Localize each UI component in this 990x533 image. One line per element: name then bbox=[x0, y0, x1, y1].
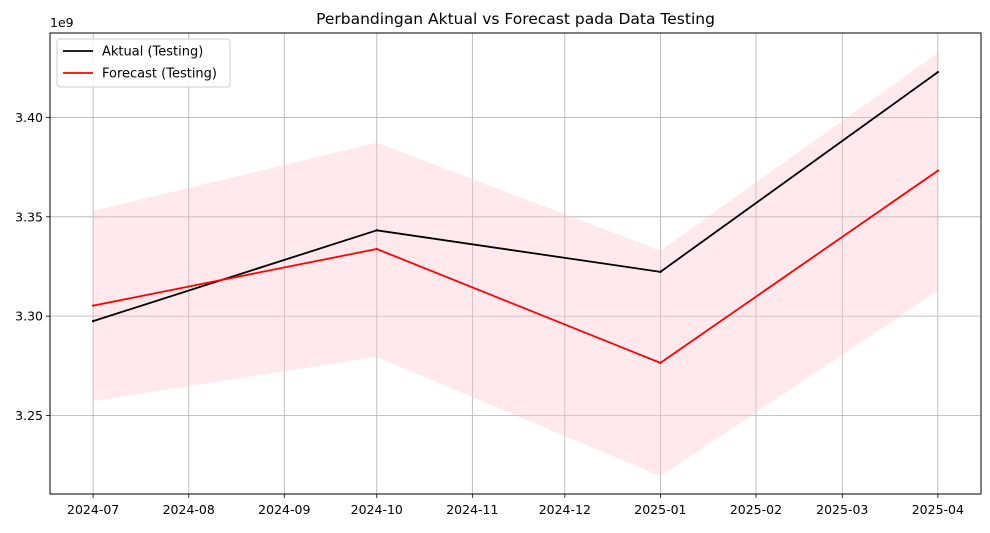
legend-entries: Aktual (Testing) Forecast (Testing) bbox=[63, 45, 217, 82]
confidence-band-layer bbox=[93, 52, 938, 477]
legend-box bbox=[56, 38, 231, 88]
forecast-data-point bbox=[936, 169, 940, 172]
legend: Aktual (Testing) Forecast (Testing) bbox=[56, 38, 231, 88]
x-tick-label: 2024-10 bbox=[351, 502, 403, 517]
x-axis-ticks: 2024-07 2024-08 2024-09 2024-10 2024-11 2024-… bbox=[67, 494, 964, 517]
x-tick-label: 2024-07 bbox=[67, 502, 119, 517]
y-tick-label: 3.35 bbox=[15, 209, 43, 224]
forecast-data-point bbox=[659, 361, 662, 365]
y-tick-label: 3.25 bbox=[15, 408, 43, 423]
x-tick-label: 2024-11 bbox=[446, 502, 498, 517]
x-tick-label: 2025-04 bbox=[912, 502, 964, 517]
x-tick-label: 2024-12 bbox=[539, 502, 591, 517]
actual-data-point bbox=[659, 270, 662, 274]
forecast-data-point bbox=[91, 304, 95, 307]
legend-label: Aktual (Testing) bbox=[102, 45, 203, 60]
forecast-series-line bbox=[92, 169, 939, 364]
actual-data-point bbox=[91, 319, 95, 323]
y-tick-label: 3.30 bbox=[15, 309, 43, 324]
y-tick-label: 3.40 bbox=[15, 110, 43, 125]
grid-lines bbox=[50, 33, 981, 494]
x-tick-label: 2025-03 bbox=[816, 502, 868, 517]
x-tick-label: 2025-01 bbox=[634, 502, 686, 517]
y-axis-offset-label: 1e9 bbox=[50, 15, 74, 30]
forecast-data-point bbox=[375, 247, 378, 251]
x-tick-label: 2025-02 bbox=[730, 502, 782, 517]
legend-label: Forecast (Testing) bbox=[102, 67, 217, 82]
actual-data-point bbox=[936, 70, 940, 74]
chart-title: Perbandingan Aktual vs Forecast pada Dat… bbox=[316, 10, 715, 28]
y-axis-ticks: 3.25 3.30 3.35 3.40 bbox=[15, 110, 50, 423]
actual-series-line bbox=[92, 71, 939, 322]
series-layer bbox=[91, 70, 940, 365]
actual-data-point bbox=[375, 229, 378, 232]
plot-frame bbox=[49, 32, 982, 495]
x-tick-label: 2024-08 bbox=[163, 502, 215, 517]
x-tick-label: 2024-09 bbox=[258, 502, 310, 517]
confidence-band bbox=[93, 52, 938, 477]
